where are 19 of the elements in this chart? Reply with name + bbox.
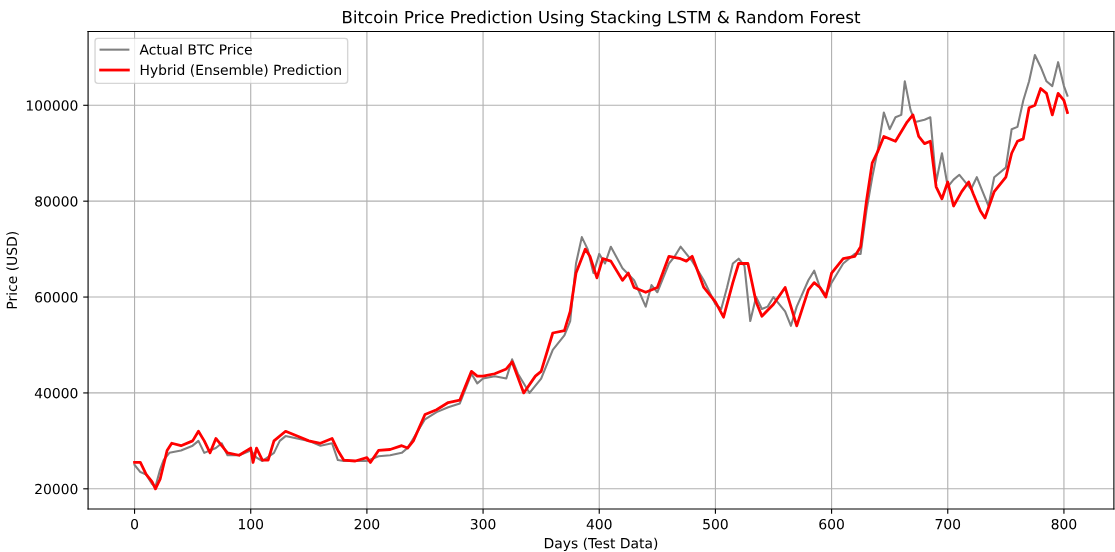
x-tick-label: 800	[1051, 518, 1077, 530]
x-tick-label: 500	[703, 518, 728, 530]
x-tick-label: 100	[239, 518, 264, 530]
y-tick-label: 100000	[26, 100, 78, 111]
legend-label: Hybrid (Ensemble) Prediction	[140, 64, 341, 78]
x-tick-label: 600	[819, 518, 844, 530]
x-tick-label: 700	[935, 518, 961, 530]
x-tick-label: 400	[586, 518, 612, 530]
chart-title: Bitcoin Price Prediction Using Stacking LSTM & Random Forest	[343, 10, 861, 27]
y-tick-label: 40000	[34, 387, 78, 399]
x-tick-label: 300	[470, 518, 496, 530]
y-tick-label: 60000	[35, 292, 78, 303]
legend-label: Actual BTC Price	[139, 43, 252, 55]
x-tick-label: 200	[354, 518, 380, 530]
x-tick-label: 0	[131, 518, 139, 530]
x-axis-title: Days (Test Data)	[544, 537, 658, 552]
y-tick-label: 80000	[35, 196, 78, 207]
y-tick-label: 20000	[35, 483, 78, 495]
y-axis-title: Price (USD)	[6, 231, 19, 309]
